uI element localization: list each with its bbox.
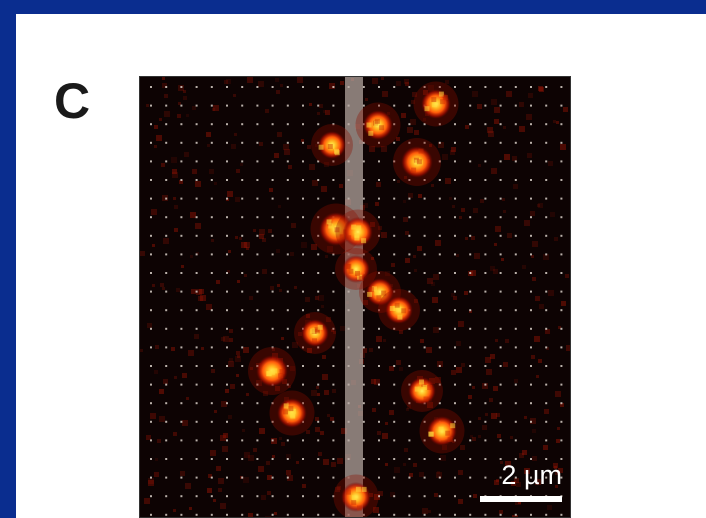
spot-pixel bbox=[356, 225, 362, 231]
spot-pixel bbox=[389, 305, 395, 311]
spot-pixel bbox=[288, 406, 294, 412]
spot-pixel bbox=[346, 263, 352, 269]
spot-pixel bbox=[368, 130, 374, 136]
spot-pixel bbox=[418, 148, 424, 154]
fluorescent-spot bbox=[342, 255, 370, 283]
spot-pixel bbox=[266, 371, 272, 377]
spot-pixel bbox=[272, 368, 278, 374]
spot-pixel bbox=[314, 326, 320, 332]
spot-pixel bbox=[358, 276, 364, 282]
slide-canvas: C bbox=[16, 14, 706, 518]
spot-pixel bbox=[419, 379, 424, 385]
spot-pixel bbox=[423, 396, 429, 402]
fluorescent-spot bbox=[343, 217, 373, 247]
spot-pixel bbox=[397, 314, 403, 320]
spot-pixel bbox=[414, 159, 420, 165]
spot-pixel bbox=[279, 369, 285, 375]
spot-pixel bbox=[354, 232, 360, 238]
spot-pixel bbox=[447, 436, 453, 442]
spot-pixel bbox=[442, 94, 448, 100]
scale-bar-label: 2 µm bbox=[501, 460, 562, 490]
micrograph-canvas bbox=[140, 77, 570, 517]
spot-pixel bbox=[357, 274, 363, 280]
spot-pixel bbox=[440, 99, 446, 105]
spot-pixel bbox=[422, 384, 428, 390]
fluorescence-micrograph: 2 µm bbox=[139, 76, 571, 518]
spot-pixel bbox=[432, 102, 438, 108]
spot-pixel bbox=[339, 234, 345, 240]
spot-pixel bbox=[312, 338, 317, 344]
spot-pixel bbox=[393, 305, 399, 311]
background-noise bbox=[140, 77, 570, 517]
spot-pixel bbox=[417, 160, 423, 166]
spot-pixel bbox=[357, 505, 362, 511]
spot-pixel bbox=[379, 125, 385, 131]
fluorescent-spot bbox=[366, 278, 394, 306]
spot-pixel bbox=[431, 97, 437, 103]
panel-label: C bbox=[54, 73, 91, 129]
spot-pixel bbox=[368, 287, 374, 293]
spot-pixel bbox=[328, 223, 334, 229]
spot-pixel bbox=[414, 386, 420, 392]
spot-pixel bbox=[348, 268, 354, 274]
spot-pixel bbox=[310, 328, 316, 334]
spot-pixel bbox=[376, 295, 382, 301]
spot-pixel bbox=[283, 409, 288, 415]
spot-pixel bbox=[361, 238, 367, 244]
spot-pixel bbox=[438, 426, 444, 432]
spot-pixel bbox=[445, 430, 451, 436]
fluorescent-spots bbox=[248, 81, 465, 517]
spot-pixel bbox=[351, 224, 357, 230]
spot-pixel bbox=[374, 118, 380, 124]
spot-pixel bbox=[426, 385, 432, 390]
spot-pixel bbox=[334, 148, 339, 154]
spot-pixel bbox=[345, 264, 351, 270]
spot-pixel bbox=[429, 431, 435, 437]
spot-pixel bbox=[317, 324, 323, 330]
spot-pixel bbox=[351, 499, 357, 505]
spot-pixel bbox=[314, 328, 320, 334]
spot-pixel bbox=[381, 290, 387, 296]
spot-pixel bbox=[450, 423, 456, 429]
spot-pixel bbox=[411, 167, 417, 173]
spot-pixel bbox=[424, 106, 430, 112]
spot-pixel bbox=[318, 144, 324, 150]
spot-pixel bbox=[374, 121, 380, 126]
spot-pixel bbox=[283, 403, 289, 409]
spot-pixel bbox=[416, 159, 422, 165]
spot-pixel bbox=[290, 408, 296, 414]
spot-pixel bbox=[394, 302, 400, 308]
spot-pixel bbox=[289, 412, 295, 418]
spot-pixel bbox=[355, 271, 360, 276]
spot-pixel bbox=[367, 291, 373, 297]
fluorescent-spot bbox=[408, 377, 436, 405]
spot-pixel bbox=[366, 122, 372, 128]
spot-pixel bbox=[334, 227, 340, 233]
channel-band bbox=[345, 77, 363, 517]
spot-pixel bbox=[355, 486, 361, 492]
spot-pixel bbox=[396, 306, 402, 312]
spot-pixel bbox=[346, 235, 352, 241]
scale-bar bbox=[480, 496, 562, 502]
spot-pixel bbox=[361, 486, 367, 492]
spot-pixel bbox=[327, 144, 333, 149]
spot-pixel bbox=[329, 143, 335, 149]
spot-pixel bbox=[354, 235, 360, 241]
spot-pixel bbox=[401, 308, 407, 314]
spot-pixel bbox=[351, 495, 357, 501]
spot-pixel bbox=[374, 290, 380, 296]
spot-pixel bbox=[438, 91, 444, 97]
spot-pixel bbox=[371, 286, 377, 292]
spot-pixel bbox=[345, 489, 351, 495]
spot-pixel bbox=[278, 373, 284, 379]
spot-pixel bbox=[326, 219, 332, 225]
